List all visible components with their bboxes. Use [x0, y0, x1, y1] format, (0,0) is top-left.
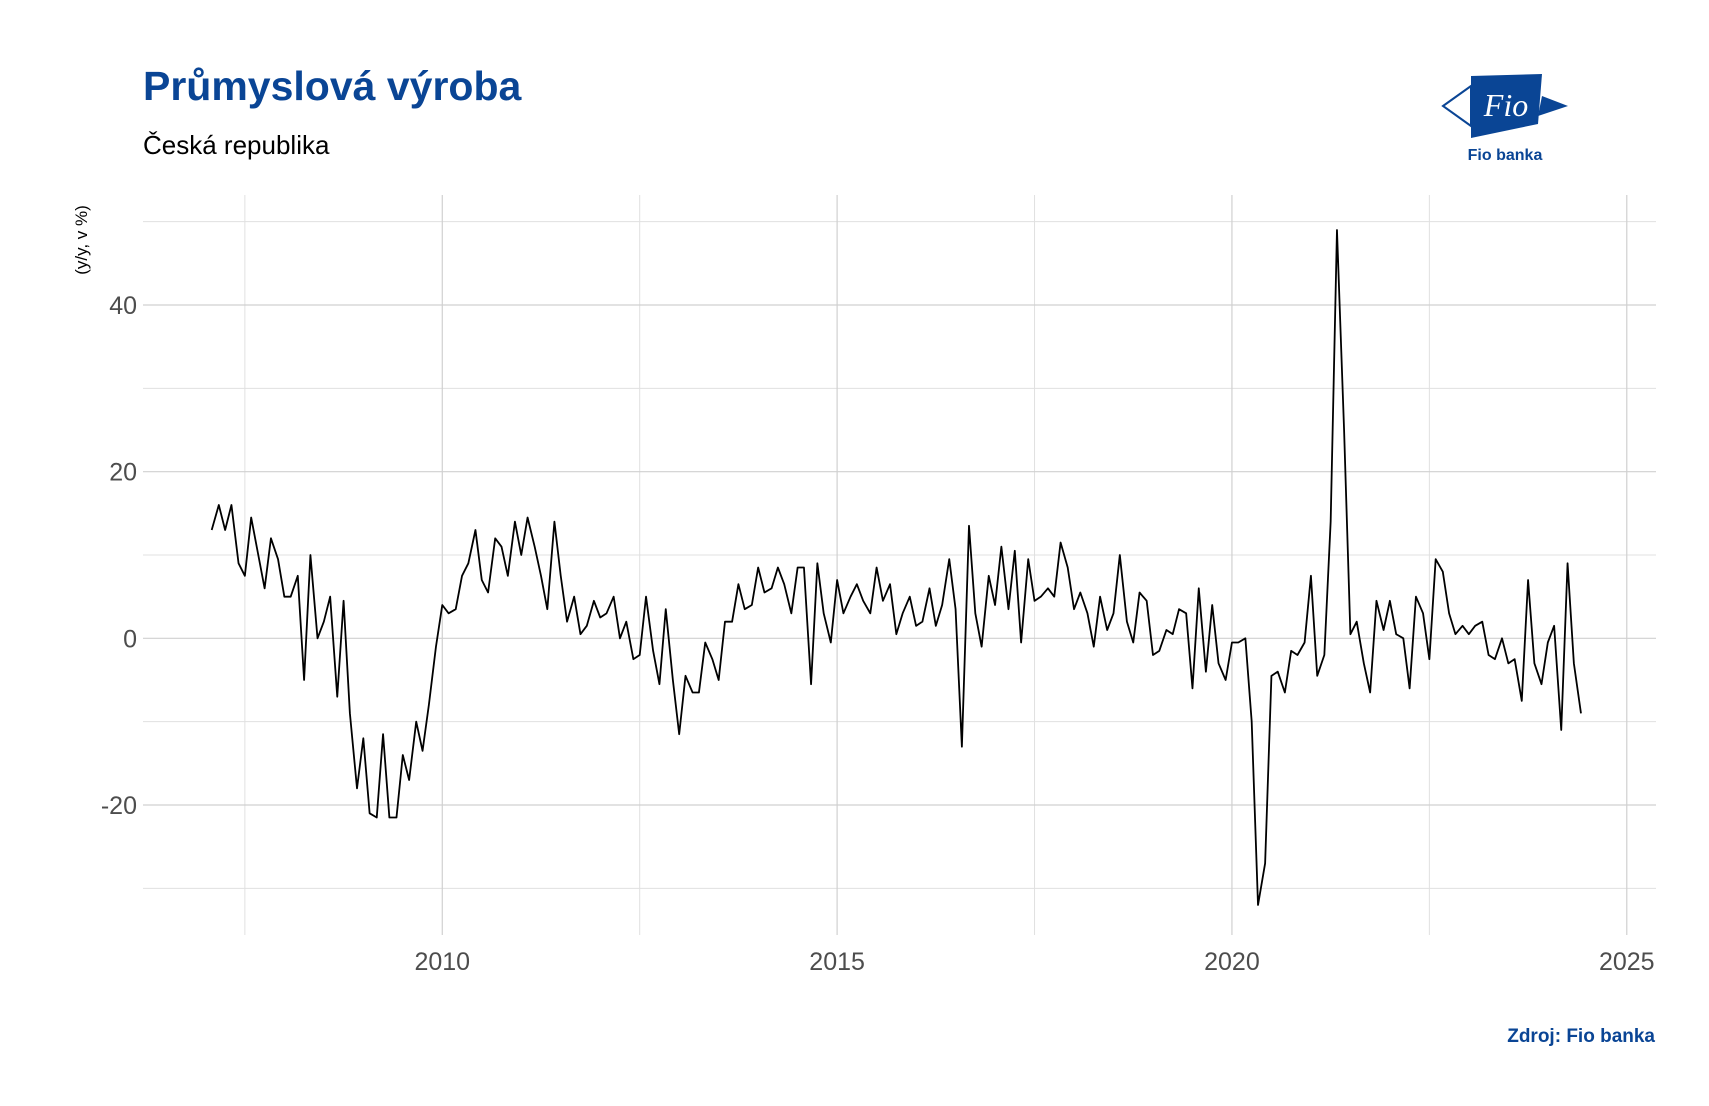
- x-tick-label: 2015: [809, 948, 865, 976]
- logo-shape: [1441, 84, 1472, 128]
- line: [210, 229, 1582, 906]
- x-tick-label: 2020: [1204, 948, 1260, 976]
- logo-mark: Fio: [1483, 87, 1528, 123]
- y-axis-label: (y/y, v %): [72, 205, 91, 275]
- y-tick-label: 40: [109, 292, 137, 320]
- logo-name: Fio banka: [1468, 147, 1543, 164]
- grid: [143, 195, 1656, 935]
- source: Zdroj: Fio banka: [1507, 1026, 1655, 1047]
- x-tick-label: 2010: [414, 948, 470, 976]
- y-tick-label: 20: [109, 459, 137, 487]
- logo: Fio Fio banka: [1441, 74, 1568, 164]
- logo-shape: [1538, 96, 1568, 116]
- logo-shape: [1471, 74, 1542, 138]
- chart-title: Průmyslová výroba: [143, 63, 522, 109]
- y-tick-label: -20: [101, 792, 137, 820]
- x-tick-label: 2025: [1599, 948, 1655, 976]
- chart-subtitle: Česká republika: [143, 130, 330, 160]
- y-tick-label: 0: [123, 625, 137, 653]
